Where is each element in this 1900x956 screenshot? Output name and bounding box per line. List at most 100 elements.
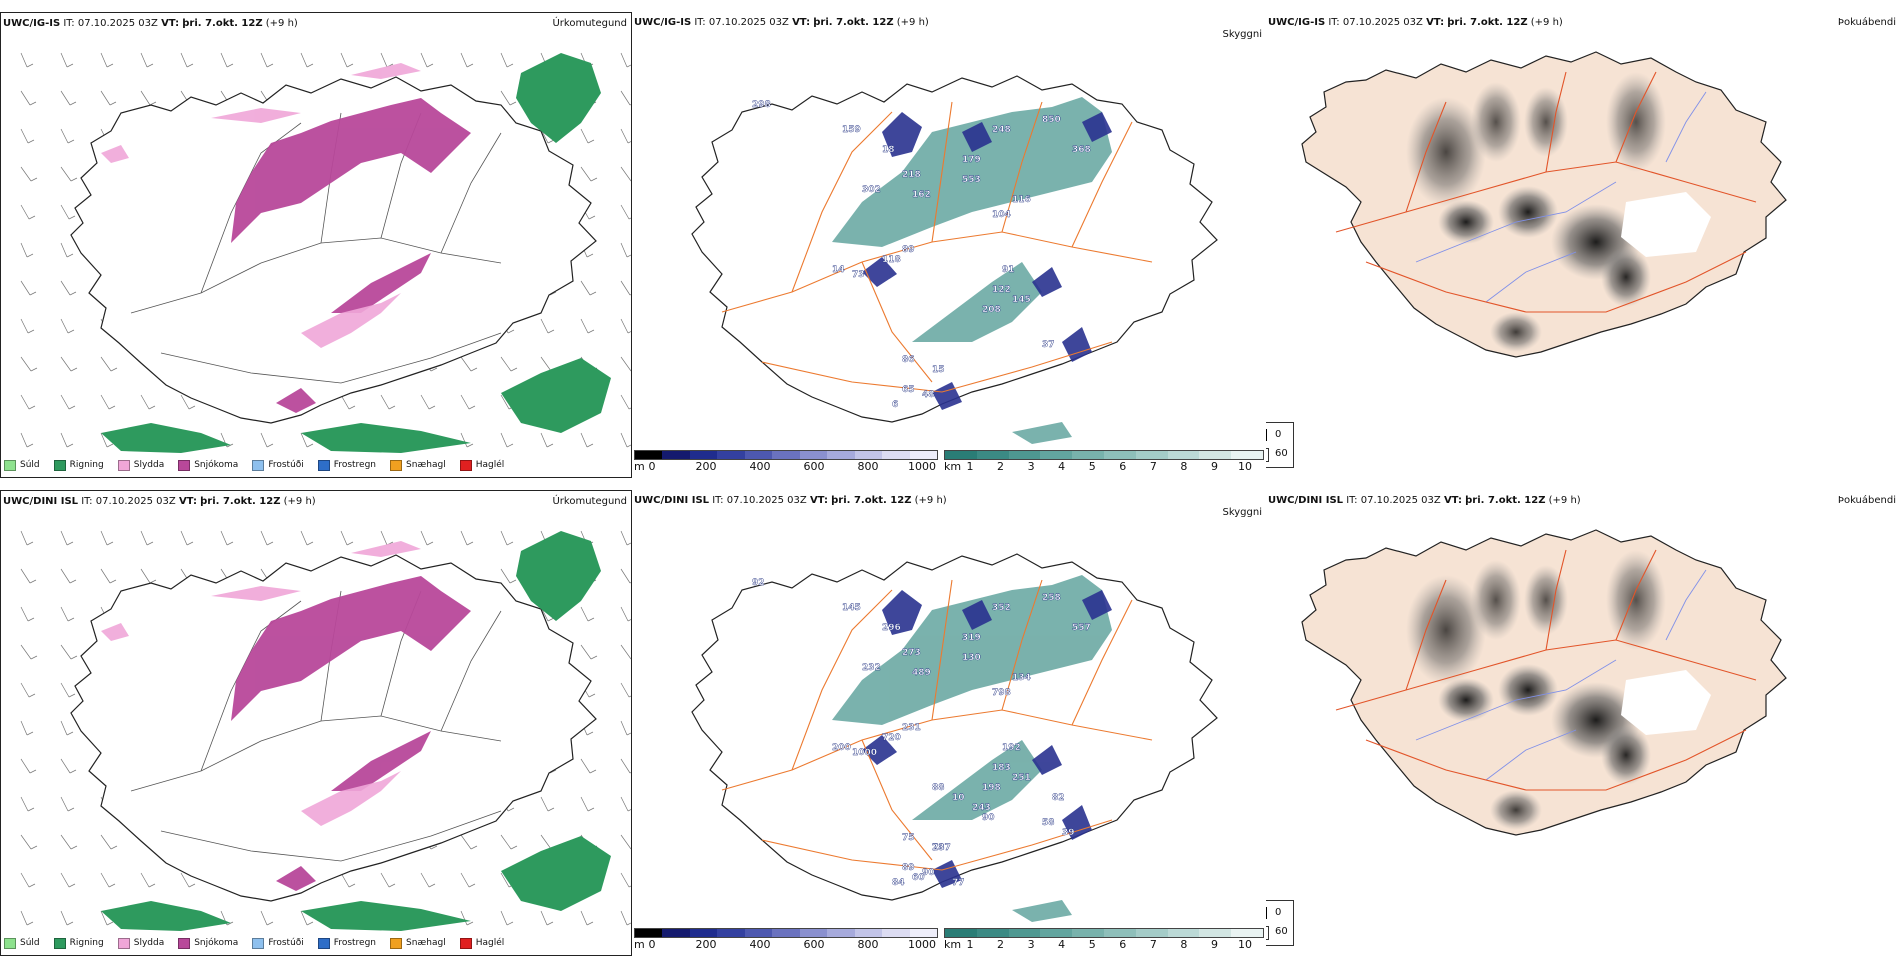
wind-barb-icon [20,644,38,660]
ceiling-value-label: 183 [992,763,1011,773]
ceiling-unit: m [634,460,645,473]
wind-barb-icon [380,530,394,546]
ceiling-value-label: 84 [892,878,905,888]
wind-barb-icon [620,530,631,546]
ceiling-value-label: 208 [982,305,1001,315]
wind-barb-icon [500,52,514,68]
fog-panel-title: Þokuábendi [1837,495,1896,506]
precip-map [20,52,631,453]
legend-item: Haglél [459,459,504,471]
ceiling-value-label: 192 [1002,743,1021,753]
panel-header: UWC/DINI ISL IT: 07.10.2025 03Z VT: þri.… [3,496,316,507]
wind-barb-icon [20,720,34,736]
ceiling-colorbar: m 0 200 400 600 800 1000 [634,450,939,474]
wind-barb-icon [100,530,114,546]
wind-barb-icon [60,166,78,182]
wind-barb-icon [60,530,74,546]
ceiling-value-label: 302 [862,185,881,195]
colorbar-tick: 1000 [908,460,936,473]
colorbar-tick: 1 [966,460,974,473]
precip-panel-title: Úrkomutegund [552,496,627,507]
wind-barb-icon [580,606,595,622]
wind-barb-icon [580,644,598,660]
wind-barb-icon [20,52,34,68]
wind-barb-icon [620,834,631,850]
wind-barb-icon [620,720,631,736]
wind-barb-icon [620,568,631,584]
wind-barb-icon [20,204,36,220]
wind-barb-icon [620,432,631,448]
wind-barb-icon [300,52,314,68]
fog-legend: 0 60 [1266,900,1294,946]
road-network [721,101,1153,393]
wind-barb-icon [620,318,631,334]
legend-item: Snæhagl [390,937,446,949]
colorbar-tick: 5 [1088,460,1096,473]
legend-swatch [117,937,130,949]
ceiling-value-label: 159 [842,125,861,135]
wind-barb-icon [380,394,396,410]
wind-barb-icon [20,432,34,448]
wind-barb-icon [60,644,78,660]
low-ceiling-areas [862,590,1112,888]
ceiling-value-label: 198 [982,783,1001,793]
panel-header: UWC/IG-IS IT: 07.10.2025 03Z VT: þri. 7.… [3,18,298,29]
legend-swatch [53,937,66,949]
ceiling-value-label: 218 [902,170,921,180]
forecast-row: UWC/IG-IS IT: 07.10.2025 03Z VT: þri. 7.… [0,12,1900,478]
legend-item: Súld [4,459,40,471]
ceiling-value-label: 179 [962,155,981,165]
ceiling-value-label: 90 [982,813,995,823]
colorbar-tick: 9 [1210,460,1218,473]
legend-label: Frostúði [268,460,304,470]
wind-barb-icon [460,432,474,448]
legend-swatch [252,459,265,471]
wind-barb-icon [60,432,74,448]
wind-barb-icon [60,682,76,698]
ceiling-value-label: 162 [912,190,931,200]
ceiling-value-label: 296 [882,623,901,633]
colorbar-tick: 7 [1149,938,1157,951]
legend-label: Frostregn [333,460,377,470]
colorbar-tick: 800 [857,938,879,951]
wind-barb-icon [100,394,116,410]
colorbar-tick: 0 [648,460,656,473]
wind-barb-icon [580,166,598,182]
ceiling-value-label: 48 [922,390,935,400]
wind-barb-icon [580,758,597,774]
wind-barb-icon [500,356,518,372]
wind-barb-icon [620,682,631,698]
wind-barb-icon [140,52,154,68]
ceiling-value-label: 58 [1042,818,1055,828]
fog-areas [1406,550,1711,830]
colorbar-tick: 3 [1027,460,1035,473]
legend-item: Frostregn [317,459,377,471]
wind-barb-icon [60,834,78,850]
colorbar-tick: 6 [1119,938,1127,951]
wind-barb-icon [260,432,274,448]
model-name: UWC/DINI ISL [634,495,710,506]
wind-barb-icon [420,872,436,888]
wind-barb-icon [20,242,34,258]
wind-barb-icon [620,758,631,774]
fog-high-swatch [1266,429,1267,441]
ceiling-value-label: 6 [892,400,898,410]
ceiling-value-label: 248 [992,125,1011,135]
ceiling-value-label: 14 [832,265,845,275]
ceiling-value-label: 850 [1042,115,1061,125]
model-name: UWC/IG-IS [3,18,61,29]
wind-barb-icon [300,432,314,448]
wind-barb-icon [20,166,38,182]
model-name: UWC/DINI ISL [3,496,79,507]
wind-barb-icon [580,128,595,144]
wind-barb-icon [220,52,234,68]
ceiling-value-label: 92 [752,578,765,588]
road-network [1335,549,1757,791]
wind-barb-icon [580,280,597,296]
wind-barb-icon [60,242,74,258]
legend-swatch [317,459,330,471]
ceiling-value-label: 60 [912,873,925,883]
wind-barb-icon [180,52,194,68]
wind-barb-icon [100,52,114,68]
wind-barb-icon [500,834,518,850]
